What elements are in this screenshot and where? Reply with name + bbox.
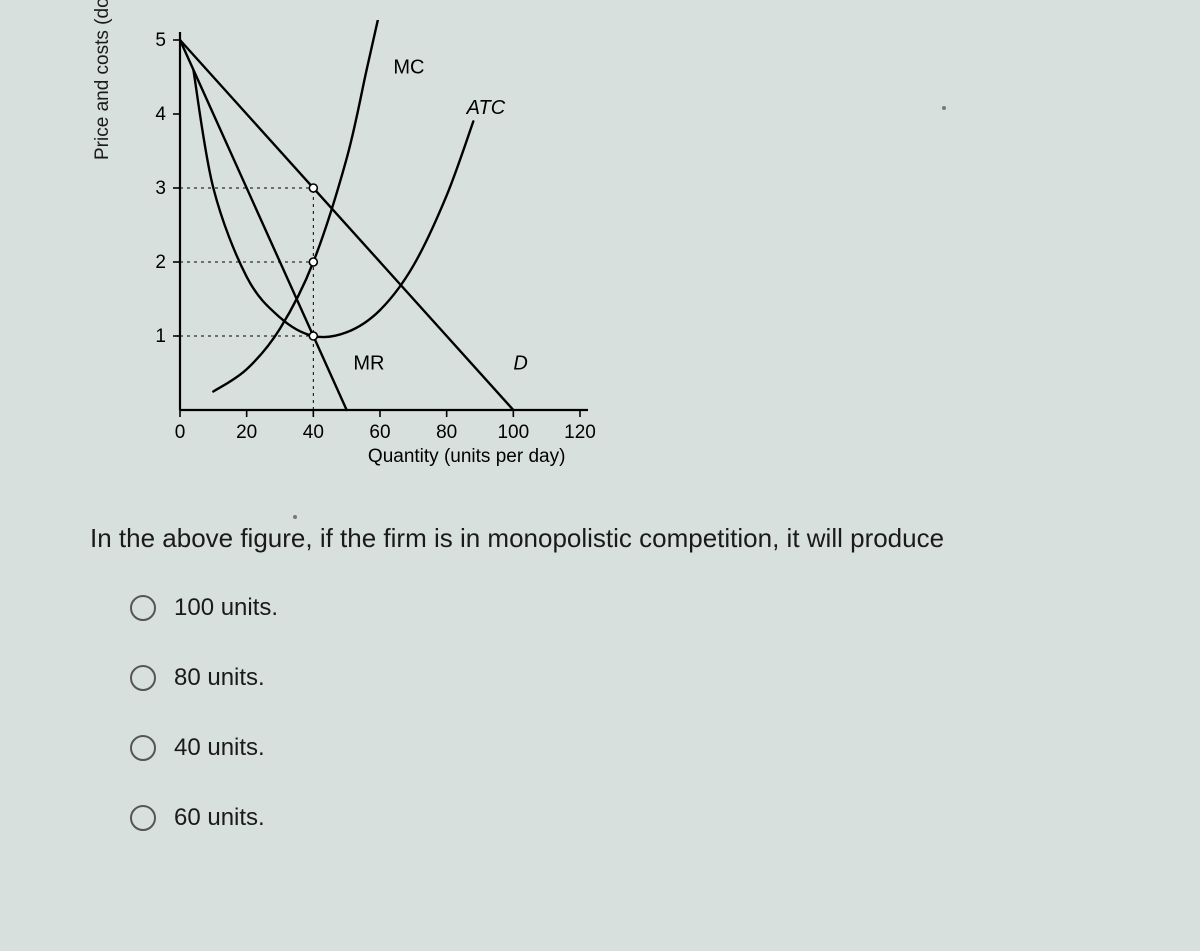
svg-text:MR: MR xyxy=(353,352,384,374)
svg-text:20: 20 xyxy=(236,422,257,443)
y-axis-label: Price and costs (dollars per unit) xyxy=(92,0,114,160)
svg-text:MC: MC xyxy=(393,56,424,78)
svg-text:4: 4 xyxy=(155,104,166,125)
answer-option[interactable]: 60 units. xyxy=(130,804,1160,832)
svg-text:ATC: ATC xyxy=(466,97,506,119)
answer-option-label: 40 units. xyxy=(174,734,265,762)
radio-icon[interactable] xyxy=(130,595,156,621)
svg-text:1: 1 xyxy=(155,326,166,347)
radio-icon[interactable] xyxy=(130,735,156,761)
dust-speck xyxy=(293,515,297,519)
question-text: In the above figure, if the firm is in m… xyxy=(90,520,1160,556)
chart-svg: 0 20 40 60 80 100 120 1 2 3 4 5 Quantity (units per … xyxy=(90,20,710,490)
svg-text:80: 80 xyxy=(436,422,457,443)
svg-text:0: 0 xyxy=(175,422,186,443)
answer-option[interactable]: 80 units. xyxy=(130,664,1160,692)
answer-option-label: 60 units. xyxy=(174,804,265,832)
answer-option[interactable]: 40 units. xyxy=(130,734,1160,762)
answer-option[interactable]: 100 units. xyxy=(130,594,1160,622)
radio-icon[interactable] xyxy=(130,665,156,691)
svg-text:5: 5 xyxy=(155,30,166,51)
svg-text:40: 40 xyxy=(303,422,324,443)
svg-text:100: 100 xyxy=(497,422,529,443)
answer-option-label: 100 units. xyxy=(174,594,278,622)
svg-text:Quantity (units per day): Quantity (units per day) xyxy=(368,446,565,467)
svg-text:2: 2 xyxy=(155,252,166,273)
quiz-page: Price and costs (dollars per unit) 0 20 40… xyxy=(0,0,1200,951)
svg-text:D: D xyxy=(513,352,527,374)
dust-speck xyxy=(942,106,946,110)
radio-icon[interactable] xyxy=(130,805,156,831)
answer-options: 100 units. 80 units. 40 units. 60 units. xyxy=(130,594,1160,832)
economics-chart: Price and costs (dollars per unit) 02040… xyxy=(90,20,710,490)
answer-option-label: 80 units. xyxy=(174,664,265,692)
svg-text:120: 120 xyxy=(564,422,596,443)
svg-text:3: 3 xyxy=(155,178,166,199)
svg-text:60: 60 xyxy=(369,422,390,443)
